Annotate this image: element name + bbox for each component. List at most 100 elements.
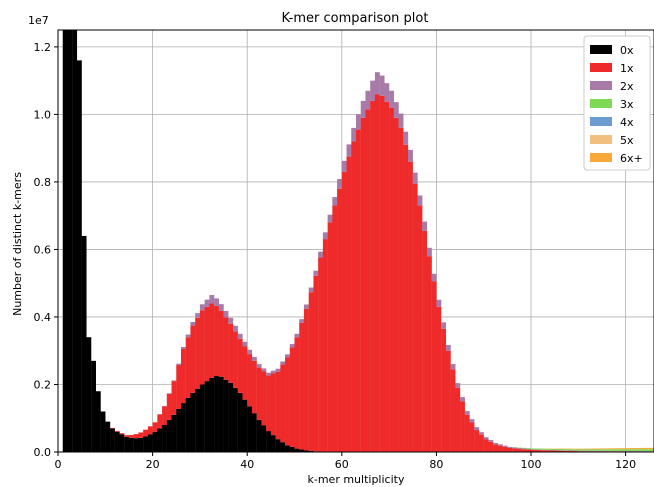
bar-0x: [62, 30, 68, 452]
bar-2x: [204, 299, 210, 307]
bar-2x: [512, 447, 517, 449]
bar-1x: [436, 306, 442, 452]
legend-label-5x: 5x: [620, 134, 634, 147]
bar-6x+: [597, 448, 603, 450]
bar-2x: [237, 333, 243, 339]
bar-0x: [289, 446, 295, 452]
legend: 0x 1x 2x 3x 4x 5x 6x+: [583, 35, 651, 171]
bar-3x: [578, 449, 584, 451]
bar-2x: [322, 232, 328, 240]
bar-1x: [275, 371, 281, 440]
legend-swatch-3x: [590, 99, 612, 108]
bar-1x: [337, 188, 342, 452]
x-axis-label: k-mer multiplicity: [308, 473, 405, 486]
bar-2x: [441, 322, 447, 329]
y-offset-label: 1e7: [28, 14, 49, 27]
bar-2x: [275, 368, 281, 372]
bar-1x: [322, 239, 328, 452]
bar-0x: [223, 379, 229, 452]
bar-1x: [209, 303, 215, 378]
bar-3x: [554, 448, 560, 451]
bar-1x: [356, 129, 361, 453]
bar-2x: [417, 195, 423, 206]
bar-1x: [483, 439, 489, 452]
bar-2x: [280, 361, 286, 365]
bar-1x: [488, 441, 494, 452]
bar-2x: [256, 364, 262, 368]
bar-1x: [460, 401, 465, 452]
legend-swatch-2x: [590, 81, 612, 90]
bar-1x: [303, 308, 309, 451]
bar-1x: [251, 360, 257, 414]
x-tick-label: 60: [335, 458, 349, 471]
bar-3x: [597, 449, 603, 451]
bar-0x: [199, 384, 205, 452]
bar-2x: [488, 440, 494, 442]
bar-2x: [289, 344, 295, 348]
bar-0x: [209, 377, 215, 452]
bar-0x: [228, 382, 234, 452]
legend-label-1x: 1x: [620, 62, 634, 75]
bar-0x: [294, 448, 300, 452]
bar-1x: [162, 406, 167, 425]
bar-1x: [114, 430, 120, 432]
bar-2x: [422, 221, 428, 231]
bar-3x: [649, 449, 654, 452]
bar-2x: [337, 178, 342, 189]
bar-2x: [436, 299, 442, 307]
bar-2x: [214, 298, 219, 306]
bar-1x: [545, 450, 551, 452]
bar-0x: [67, 30, 73, 452]
bar-2x: [313, 270, 319, 276]
bar-3x: [583, 449, 588, 451]
bar-0x: [176, 408, 182, 452]
legend-swatch-6x+: [590, 153, 612, 162]
bar-2x: [408, 149, 413, 162]
bar-2x: [251, 356, 257, 361]
bar-2x: [218, 304, 224, 311]
bar-0x: [214, 376, 219, 452]
bar-3x: [526, 448, 532, 449]
bar-0x: [86, 337, 92, 452]
bar-2x: [341, 160, 347, 172]
bar-1x: [199, 310, 205, 385]
bar-1x: [294, 337, 300, 449]
bar-0x: [185, 397, 191, 452]
bar-2x: [228, 317, 234, 324]
bar-2x: [497, 444, 503, 446]
bar-1x: [124, 435, 130, 437]
bar-1x: [332, 205, 338, 452]
bar-6x+: [568, 448, 574, 450]
bar-6x+: [578, 448, 584, 450]
bar-1x: [195, 317, 201, 389]
bar-2x: [176, 363, 182, 366]
bar-1x: [521, 449, 527, 452]
legend-label-6x+: 6x+: [620, 152, 643, 165]
bar-0x: [275, 439, 281, 452]
bar-1x: [256, 367, 262, 420]
legend-swatch-0x: [590, 45, 612, 54]
bar-2x: [379, 75, 385, 96]
bar-0x: [138, 437, 144, 452]
bar-1x: [119, 433, 125, 435]
bar-6x+: [611, 448, 617, 450]
bar-2x: [384, 83, 390, 102]
bar-0x: [124, 436, 130, 452]
bar-0x: [105, 421, 111, 452]
bar-3x: [559, 449, 565, 451]
bar-2x: [209, 295, 215, 304]
bar-0x: [100, 411, 106, 452]
bar-1x: [133, 434, 139, 439]
bar-6x+: [587, 448, 593, 450]
bar-2x: [356, 114, 361, 130]
bar-3x: [630, 449, 636, 452]
bar-2x: [464, 411, 470, 415]
bar-2x: [460, 397, 465, 402]
bar-2x: [403, 131, 409, 145]
bar-0x: [128, 437, 134, 452]
bar-0x: [171, 414, 177, 452]
y-tick-label: 0.6: [34, 243, 52, 256]
bar-2x: [483, 437, 489, 440]
y-axis-label: Number of distinct k-mers: [11, 172, 24, 316]
